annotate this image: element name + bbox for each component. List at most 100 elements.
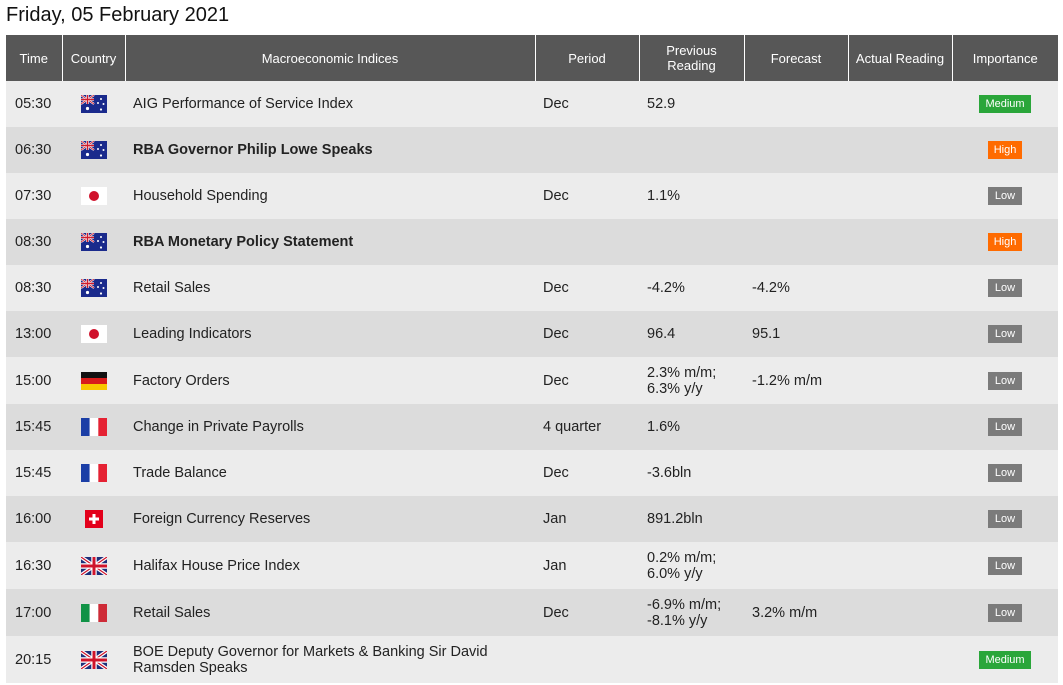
table-row[interactable]: 16:30 Halifax House Price Index Jan 0.2% m/… [6, 542, 1058, 589]
country-cell [62, 265, 125, 311]
table-row[interactable]: 15:45 Change in Private Payrolls 4 quarter… [6, 404, 1058, 450]
indicator-name-cell: Change in Private Payrolls [125, 404, 535, 450]
country-cell [62, 219, 125, 265]
table-row[interactable]: 08:30 Retail Sales Dec -4.2% -4.2% Low [6, 265, 1058, 311]
table-row[interactable]: 07:30 Household Spending Dec 1.1% Low [6, 173, 1058, 219]
country-cell [62, 173, 125, 219]
previous-reading-cell: 52.9 [639, 81, 744, 127]
country-cell [62, 636, 125, 683]
indicator-name-cell: AIG Performance of Service Index [125, 81, 535, 127]
au-flag-icon [80, 279, 107, 297]
gb-flag-icon [80, 650, 107, 669]
jp-flag-icon [80, 187, 107, 205]
table-row[interactable]: 06:30 RBA Governor Philip Lowe Speaks High [6, 127, 1058, 173]
economic-calendar-table: Time Country Macroeconomic Indices Perio… [6, 35, 1058, 683]
forecast-cell: 95.1 [744, 311, 848, 357]
time-cell: 07:30 [6, 173, 62, 219]
period-cell: Jan [535, 496, 639, 542]
column-header-indices[interactable]: Macroeconomic Indices [125, 35, 536, 81]
column-header-period[interactable]: Period [535, 35, 640, 81]
actual-reading-cell [848, 542, 952, 589]
importance-cell: Low [952, 173, 1058, 219]
period-cell: Dec [535, 357, 639, 404]
indicator-name-cell: Retail Sales [125, 589, 535, 636]
previous-reading-cell: 2.3% m/m; 6.3% y/y [639, 357, 744, 404]
fr-flag-icon [80, 464, 107, 482]
indicator-name-cell: Retail Sales [125, 265, 535, 311]
previous-reading-cell: 96.4 [639, 311, 744, 357]
indicator-name-cell: RBA Monetary Policy Statement [125, 219, 535, 265]
time-cell: 08:30 [6, 219, 62, 265]
table-row[interactable]: 20:15 BOE Deputy Governor for Markets & B… [6, 636, 1058, 683]
table-body: 05:30 AIG Performance of Service Index Dec… [6, 81, 1058, 683]
importance-badge: Medium [979, 650, 1031, 669]
country-cell [62, 127, 125, 173]
time-cell: 15:45 [6, 450, 62, 496]
column-header-previous[interactable]: Previous Reading [639, 35, 745, 81]
importance-badge: Medium [979, 95, 1031, 113]
actual-reading-cell [848, 496, 952, 542]
indicator-name-cell: RBA Governor Philip Lowe Speaks [125, 127, 535, 173]
previous-reading-cell: 891.2bln [639, 496, 744, 542]
importance-cell: Low [952, 311, 1058, 357]
actual-reading-cell [848, 173, 952, 219]
de-flag-icon [80, 371, 107, 390]
table-row[interactable]: 16:00 Foreign Currency Reserves Jan 891.2bl… [6, 496, 1058, 542]
period-cell [535, 127, 639, 173]
time-cell: 16:00 [6, 496, 62, 542]
table-row[interactable]: 15:00 Factory Orders Dec 2.3% m/m; 6.3% y/y… [6, 357, 1058, 404]
table-row[interactable]: 17:00 Retail Sales Dec -6.9% m/m; -8.1% y/y… [6, 589, 1058, 636]
previous-reading-cell [639, 636, 744, 683]
actual-reading-cell [848, 636, 952, 683]
forecast-cell [744, 636, 848, 683]
importance-cell: High [952, 127, 1058, 173]
importance-badge: Low [988, 603, 1022, 622]
time-cell: 15:00 [6, 357, 62, 404]
column-header-importance[interactable]: Importance [952, 35, 1058, 81]
time-cell: 08:30 [6, 265, 62, 311]
actual-reading-cell [848, 219, 952, 265]
table-row[interactable]: 15:45 Trade Balance Dec -3.6bln Low [6, 450, 1058, 496]
column-header-country[interactable]: Country [62, 35, 126, 81]
period-cell: Dec [535, 589, 639, 636]
page-title: Friday, 05 February 2021 [6, 4, 230, 26]
column-header-time[interactable]: Time [6, 35, 63, 81]
country-cell [62, 589, 125, 636]
ch-flag-icon [81, 510, 107, 528]
it-flag-icon [80, 603, 107, 622]
period-cell: 4 quarter [535, 404, 639, 450]
time-cell: 13:00 [6, 311, 62, 357]
country-cell [62, 311, 125, 357]
previous-reading-cell: 0.2% m/m; 6.0% y/y [639, 542, 744, 589]
actual-reading-cell [848, 81, 952, 127]
gb-flag-icon [80, 556, 107, 575]
previous-reading-cell: 1.1% [639, 173, 744, 219]
country-cell [62, 357, 125, 404]
forecast-cell: -1.2% m/m [744, 357, 848, 404]
importance-badge: Low [988, 371, 1022, 390]
table-row[interactable]: 08:30 RBA Monetary Policy Statement High [6, 219, 1058, 265]
importance-badge: Low [988, 279, 1022, 297]
column-header-actual[interactable]: Actual Reading [848, 35, 953, 81]
importance-badge: Low [988, 187, 1022, 205]
previous-reading-cell [639, 127, 744, 173]
importance-cell: Low [952, 496, 1058, 542]
column-header-forecast[interactable]: Forecast [744, 35, 849, 81]
country-cell [62, 81, 125, 127]
forecast-cell [744, 127, 848, 173]
time-cell: 06:30 [6, 127, 62, 173]
au-flag-icon [80, 233, 107, 251]
previous-reading-cell: 1.6% [639, 404, 744, 450]
importance-cell: Low [952, 589, 1058, 636]
forecast-cell [744, 173, 848, 219]
indicator-name-cell: BOE Deputy Governor for Markets & Bankin… [125, 636, 535, 683]
table-row[interactable]: 05:30 AIG Performance of Service Index Dec… [6, 81, 1058, 127]
country-cell [62, 496, 125, 542]
importance-badge: Low [988, 556, 1022, 575]
importance-badge: High [987, 233, 1023, 251]
time-cell: 16:30 [6, 542, 62, 589]
table-row[interactable]: 13:00 Leading Indicators Dec 96.4 95.1 Low [6, 311, 1058, 357]
au-flag-icon [80, 95, 107, 113]
importance-badge: Low [988, 325, 1022, 343]
fr-flag-icon [80, 418, 107, 436]
